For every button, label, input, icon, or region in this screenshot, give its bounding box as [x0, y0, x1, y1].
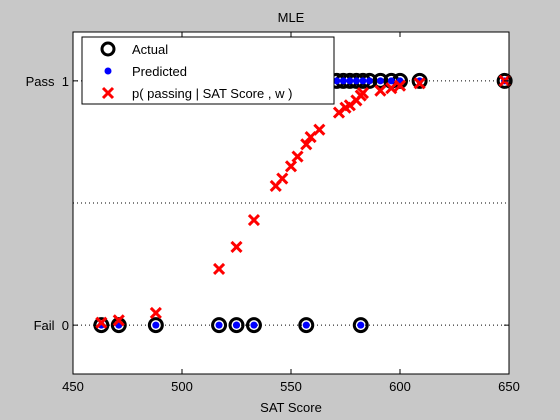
probability-point-stroke — [300, 138, 313, 151]
legend-actual-label: Actual — [132, 42, 168, 57]
chart-title: MLE — [278, 10, 305, 25]
predicted-point — [215, 321, 223, 329]
predicted-point — [250, 321, 258, 329]
actual-point — [372, 72, 389, 89]
probability-point-stroke — [212, 262, 226, 276]
predicted-point — [387, 77, 395, 85]
probability-point — [313, 123, 326, 136]
predicted-point — [376, 77, 384, 85]
probability-point-stroke — [112, 314, 125, 327]
legend-predicted-marker — [104, 67, 112, 75]
predicted-point — [339, 77, 347, 85]
probability-point-stroke — [413, 77, 426, 90]
predicted-point — [152, 321, 160, 329]
probability-point — [112, 314, 125, 327]
actual-point — [496, 72, 513, 89]
probability-point — [95, 316, 108, 329]
probability-point-stroke — [95, 316, 108, 329]
probability-point-stroke — [393, 79, 407, 92]
legend-probability-stroke-b — [101, 86, 115, 100]
probability-point-stroke — [276, 172, 289, 185]
probability-point-stroke — [230, 240, 243, 254]
actual-point — [411, 72, 428, 89]
legend-predicted-label: Predicted — [132, 64, 187, 79]
probability-point — [284, 160, 298, 173]
probability-point — [393, 79, 407, 92]
actual-point — [147, 317, 164, 334]
predicted-point — [365, 77, 373, 85]
y-tick-label: Fail 0 — [34, 318, 69, 333]
legend-actual-marker — [100, 41, 116, 57]
probability-point — [356, 87, 370, 100]
probability-point — [291, 150, 304, 163]
predicted-point — [359, 77, 367, 85]
actual-point — [228, 317, 245, 334]
probability-point — [276, 172, 289, 185]
x-tick-label: 550 — [280, 379, 302, 394]
legend-box — [81, 36, 335, 105]
predicted-point — [357, 321, 365, 329]
y-tick-label: Pass 1 — [26, 74, 69, 89]
probability-point — [212, 262, 226, 276]
x-tick-label: 650 — [498, 379, 520, 394]
actual-point — [352, 317, 369, 334]
probability-point — [374, 84, 387, 97]
x-tick-label: 500 — [171, 379, 193, 394]
probability-point-stroke — [284, 160, 298, 173]
probability-point-stroke — [313, 123, 326, 136]
probability-point-stroke — [356, 87, 370, 100]
predicted-point — [302, 321, 310, 329]
probability-point — [300, 138, 313, 151]
probability-point-stroke — [247, 214, 261, 227]
actual-point — [298, 317, 315, 334]
predicted-point — [333, 77, 341, 85]
probability-point-stroke — [149, 306, 162, 319]
x-tick-label: 450 — [62, 379, 84, 394]
axis-ticks: 450 500 550 600 650 Fail 0 Pass 1 — [26, 32, 520, 394]
probability-point-stroke — [291, 150, 304, 163]
actual-point — [93, 317, 110, 334]
probability-point — [413, 77, 426, 90]
legend-probability-label: p( passing | SAT Score , w ) — [132, 86, 292, 101]
probability-point — [385, 82, 398, 95]
predicted-point — [346, 77, 354, 85]
actual-point — [211, 317, 228, 334]
x-axis-label: SAT Score — [260, 400, 322, 415]
probability-point — [149, 306, 162, 319]
actual-point — [245, 317, 262, 334]
probability-point-stroke — [385, 82, 398, 95]
probability-point-stroke — [374, 84, 387, 97]
predicted-point — [233, 321, 240, 329]
legend-probability-marker — [101, 86, 115, 100]
predicted-point — [352, 77, 360, 85]
legend: Actual Predicted p( passing | SAT Score … — [81, 36, 335, 105]
x-tick-label: 600 — [389, 379, 411, 394]
probability-point — [247, 214, 261, 227]
probability-point — [230, 240, 243, 254]
